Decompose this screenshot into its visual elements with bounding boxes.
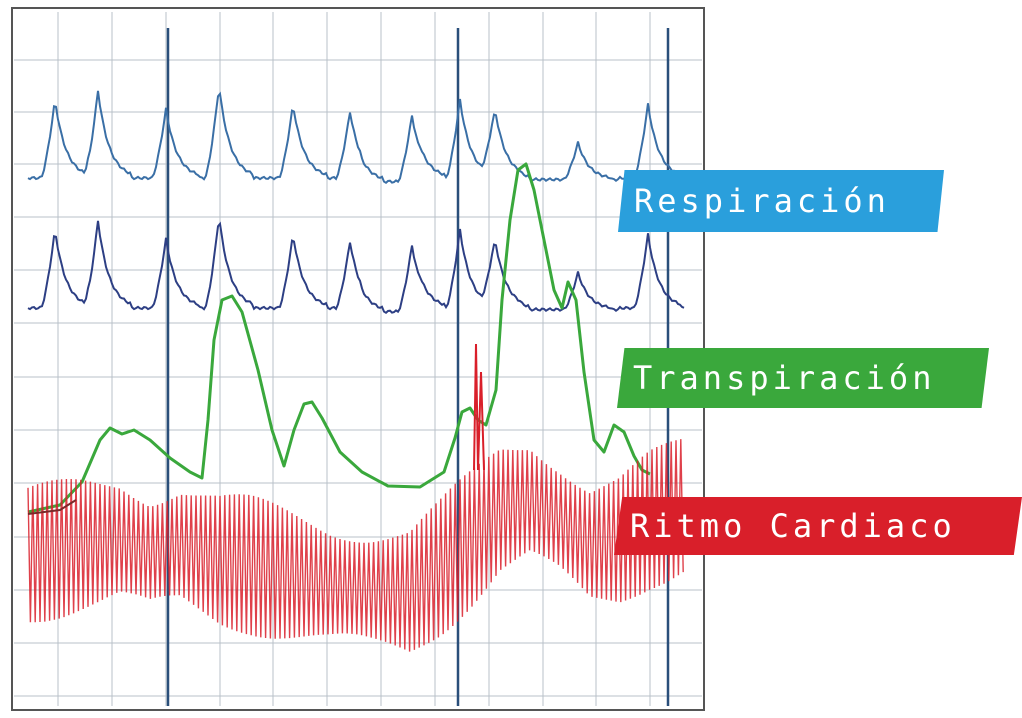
trace-heart-rate [27, 439, 684, 652]
trace-perspiration [27, 162, 651, 514]
legend-perspiration-label: Transpiración [633, 359, 936, 397]
traces [27, 90, 685, 652]
trace-respiration-lower [27, 220, 685, 315]
legend-heart-rate: Ritmo Cardiaco [614, 497, 1022, 555]
legend-perspiration: Transpiración [617, 348, 989, 408]
legend-respiration-label: Respiración [634, 182, 890, 220]
legend-respiration: Respiración [618, 170, 944, 232]
grid [14, 12, 702, 706]
legend-heart-rate-label: Ritmo Cardiaco [630, 507, 956, 545]
trace-heart-rate-spike [473, 343, 485, 471]
trace-heart-rate-start [27, 499, 77, 515]
trace-respiration-upper [27, 90, 685, 185]
